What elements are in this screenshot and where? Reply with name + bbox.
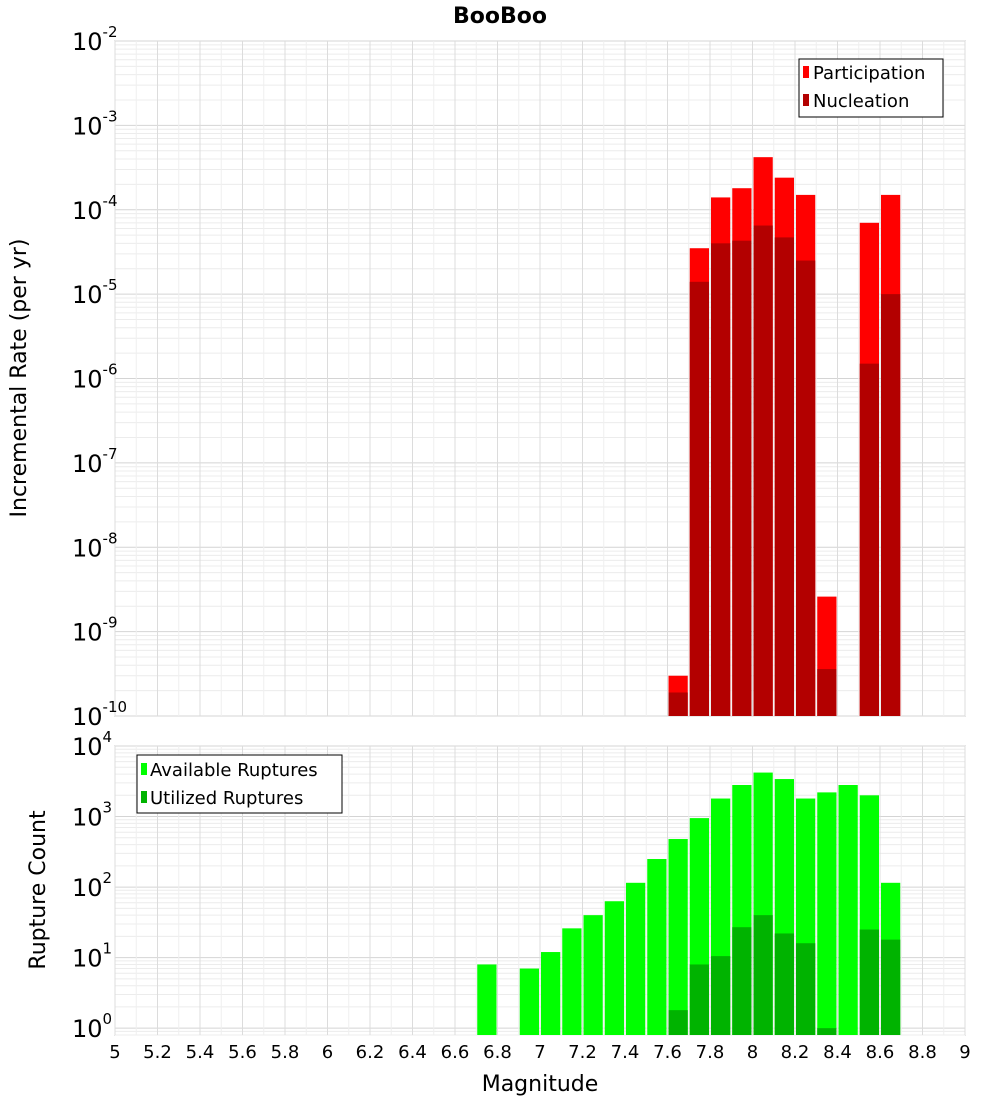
bar-nucleation bbox=[689, 281, 709, 716]
top-y-tick-label: 10-8 bbox=[72, 529, 118, 562]
x-tick-label: 6.6 bbox=[441, 1042, 470, 1063]
bottom-y-tick-label: 104 bbox=[72, 728, 112, 761]
bar-nucleation bbox=[796, 260, 816, 716]
top-y-tick-label: 10-2 bbox=[72, 23, 118, 56]
bottom-y-tick-label: 100 bbox=[72, 1010, 112, 1043]
top-y-tick-label: 10-9 bbox=[72, 614, 118, 647]
bar-available-ruptures bbox=[604, 901, 624, 1035]
bar-available-ruptures bbox=[583, 915, 603, 1035]
bar-nucleation bbox=[774, 237, 794, 716]
top-y-tick-label: 10-5 bbox=[72, 276, 118, 309]
x-tick-label: 5.2 bbox=[143, 1042, 172, 1063]
bottom-y-ticks: 104 103 102 101 100 bbox=[72, 728, 112, 1043]
top-legend: Participation Nucleation bbox=[798, 58, 944, 118]
legend-swatch-participation bbox=[803, 66, 809, 78]
bar-available-ruptures bbox=[817, 792, 837, 1035]
top-y-tick-label: 10-4 bbox=[72, 192, 118, 225]
bar-available-ruptures bbox=[541, 952, 561, 1035]
bar-utilized-ruptures bbox=[774, 933, 794, 1035]
bar-nucleation bbox=[817, 669, 837, 716]
top-y-tick-label: 10-7 bbox=[72, 445, 118, 478]
x-tick-label: 8.8 bbox=[908, 1042, 937, 1063]
bar-utilized-ruptures bbox=[753, 915, 773, 1035]
bar-nucleation bbox=[732, 240, 752, 717]
bar-nucleation bbox=[711, 243, 731, 717]
x-tick-label: 6 bbox=[322, 1042, 333, 1063]
top-y-tick-label: 10-6 bbox=[72, 361, 118, 394]
bar-utilized-ruptures bbox=[711, 956, 731, 1035]
bottom-y-axis-label: Rupture Count bbox=[26, 810, 51, 970]
bar-nucleation bbox=[753, 225, 773, 716]
bar-available-ruptures bbox=[519, 968, 539, 1035]
x-tick-label: 7 bbox=[534, 1042, 545, 1063]
legend-swatch-nucleation bbox=[803, 94, 809, 106]
bar-utilized-ruptures bbox=[859, 929, 879, 1035]
top-bars bbox=[668, 157, 901, 717]
x-axis-label: Magnitude bbox=[482, 1072, 599, 1097]
chart-title: BooBoo bbox=[453, 4, 547, 29]
legend-label-utilized-ruptures: Utilized Ruptures bbox=[150, 788, 303, 809]
bar-utilized-ruptures bbox=[689, 964, 709, 1035]
bar-available-ruptures bbox=[562, 928, 582, 1035]
top-plot: 10-2 10-3 10-4 10-5 10-6 10-7 10-8 10-9 10-10 In… bbox=[7, 23, 966, 731]
top-y-axis-label: Incremental Rate (per yr) bbox=[7, 239, 32, 518]
x-tick-label: 7.8 bbox=[696, 1042, 725, 1063]
bar-available-ruptures bbox=[647, 859, 667, 1035]
bar-available-ruptures bbox=[838, 784, 858, 1035]
top-y-ticks: 10-2 10-3 10-4 10-5 10-6 10-7 10-8 10-9 10-10 bbox=[72, 23, 127, 731]
bottom-y-tick-label: 101 bbox=[72, 940, 112, 973]
x-tick-label: 5 bbox=[109, 1042, 120, 1063]
x-tick-label: 6.8 bbox=[483, 1042, 512, 1063]
top-y-tick-label: 10-3 bbox=[72, 107, 118, 140]
x-tick-label: 9 bbox=[959, 1042, 970, 1063]
x-tick-label: 7.2 bbox=[568, 1042, 597, 1063]
x-tick-label: 6.2 bbox=[356, 1042, 385, 1063]
x-tick-label: 6.4 bbox=[398, 1042, 427, 1063]
bottom-y-tick-label: 102 bbox=[72, 869, 112, 902]
bar-available-ruptures bbox=[668, 839, 688, 1035]
bar-utilized-ruptures bbox=[796, 943, 816, 1035]
legend-label-participation: Participation bbox=[813, 63, 925, 84]
x-tick-label: 5.6 bbox=[228, 1042, 257, 1063]
top-y-tick-label: 10-10 bbox=[72, 698, 127, 731]
x-tick-label: 5.4 bbox=[186, 1042, 215, 1063]
x-tick-label: 8 bbox=[747, 1042, 758, 1063]
legend-label-nucleation: Nucleation bbox=[813, 91, 909, 112]
x-tick-label: 7.4 bbox=[611, 1042, 640, 1063]
bottom-bars bbox=[477, 772, 901, 1035]
bar-utilized-ruptures bbox=[732, 927, 752, 1035]
bottom-legend-box bbox=[136, 754, 343, 814]
legend-label-available-ruptures: Available Ruptures bbox=[150, 760, 318, 781]
bottom-legend: Available Ruptures Utilized Ruptures bbox=[136, 754, 343, 814]
legend-swatch-utilized-ruptures bbox=[141, 791, 147, 803]
bottom-plot: 104 103 102 101 100 5 5.2 5.4 5.6 5.8 6 6.2 6.4 6.6 6… bbox=[26, 728, 971, 1097]
bar-utilized-ruptures bbox=[668, 1010, 688, 1035]
legend-swatch-available-ruptures bbox=[141, 763, 147, 775]
bar-nucleation bbox=[668, 692, 688, 716]
bar-nucleation bbox=[881, 294, 901, 716]
bar-available-ruptures bbox=[477, 964, 497, 1035]
x-ticks: 5 5.2 5.4 5.6 5.8 6 6.2 6.4 6.6 6.8 7 7.2 7.4 7.6 7.8 8… bbox=[109, 1042, 970, 1063]
x-tick-label: 8.4 bbox=[823, 1042, 852, 1063]
x-tick-label: 5.8 bbox=[271, 1042, 300, 1063]
bar-utilized-ruptures bbox=[817, 1028, 837, 1035]
top-grid bbox=[114, 40, 966, 717]
top-legend-box bbox=[798, 58, 944, 118]
bar-nucleation bbox=[859, 363, 879, 716]
x-tick-label: 7.6 bbox=[653, 1042, 682, 1063]
x-tick-label: 8.2 bbox=[781, 1042, 810, 1063]
x-tick-label: 8.6 bbox=[866, 1042, 895, 1063]
bar-available-ruptures bbox=[626, 882, 646, 1035]
bar-utilized-ruptures bbox=[881, 939, 901, 1035]
bottom-y-tick-label: 103 bbox=[72, 799, 112, 832]
